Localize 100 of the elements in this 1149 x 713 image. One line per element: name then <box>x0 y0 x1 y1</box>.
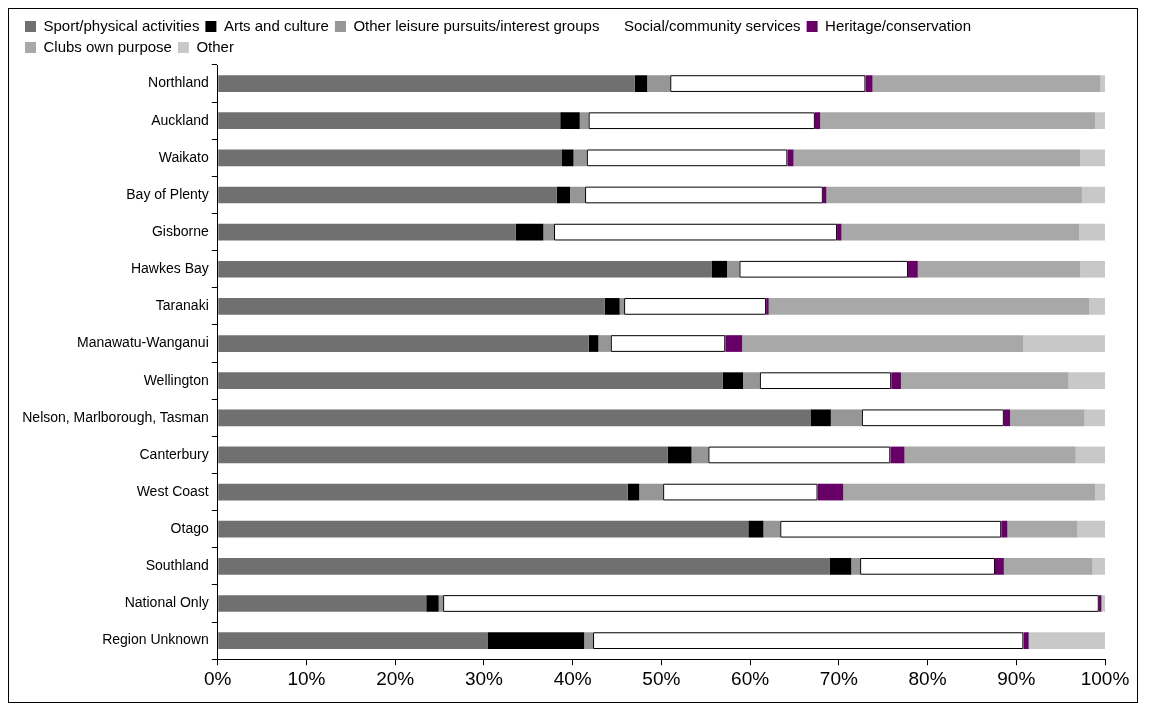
y-tick-label: West Coast <box>136 482 209 499</box>
x-tick-label: 20% <box>376 667 415 689</box>
bar <box>829 558 852 575</box>
bar <box>218 446 668 464</box>
legend-label: Other <box>196 37 234 55</box>
bar <box>711 260 728 278</box>
bar <box>1080 260 1105 278</box>
bar <box>573 149 587 167</box>
bar <box>1095 483 1105 501</box>
bar <box>647 75 671 92</box>
x-tick-label: 0% <box>204 667 232 689</box>
bar <box>891 372 901 390</box>
legend-label: Heritage/conservation <box>825 16 972 34</box>
bar <box>900 372 1069 390</box>
bar <box>639 483 664 501</box>
bar <box>843 483 1096 501</box>
bar <box>218 223 516 241</box>
bar <box>851 558 861 575</box>
x-tick-label: 80% <box>908 667 947 689</box>
y-tick-label: Hawkes Bay <box>130 260 209 277</box>
bar <box>634 75 648 92</box>
bar <box>218 335 589 352</box>
y-tick-label: Otago <box>170 520 209 537</box>
bar <box>841 223 1080 241</box>
y-tick-label: Canterbury <box>139 445 209 462</box>
y-tick-label: Auckland <box>151 111 209 128</box>
bar <box>438 595 444 612</box>
bar <box>218 409 811 427</box>
y-tick-label: Northland <box>148 74 209 91</box>
bar <box>1092 558 1105 575</box>
y-tick-label: Southland <box>145 557 209 574</box>
bar <box>830 409 862 427</box>
bar <box>768 298 1090 315</box>
bar <box>218 595 427 612</box>
bar <box>748 520 764 538</box>
bar <box>766 298 769 315</box>
x-tick-label: 50% <box>642 667 681 689</box>
x-tick-label: 30% <box>464 667 504 689</box>
legend-label: Clubs own purpose <box>43 37 172 55</box>
bar <box>742 335 1024 352</box>
bar <box>1100 75 1105 92</box>
bar <box>814 112 821 130</box>
bar <box>584 632 594 649</box>
text: Social/community services <box>623 16 801 34</box>
bar <box>588 335 599 352</box>
y-tick-label: Bay of Plenty <box>126 185 209 202</box>
bar <box>793 149 1081 167</box>
bar <box>722 372 744 390</box>
bar <box>598 335 611 352</box>
bar <box>1001 520 1008 538</box>
bar <box>691 446 709 464</box>
bar <box>218 260 712 278</box>
bar <box>426 595 439 612</box>
y-tick-label: Waikato <box>158 148 209 165</box>
bar <box>543 223 555 241</box>
bar <box>619 298 625 315</box>
bar <box>725 335 743 352</box>
bar <box>556 186 570 204</box>
bar <box>1079 223 1105 241</box>
y-tick-label: Gisborne <box>151 222 209 239</box>
bar <box>627 483 640 501</box>
x-tick-label: 70% <box>819 667 858 689</box>
x-tick-label: 60% <box>731 667 770 689</box>
bar <box>515 223 544 241</box>
y-tick-label: Region Unknown <box>102 631 209 648</box>
bar <box>1075 446 1105 464</box>
bar <box>569 186 586 204</box>
bar <box>763 520 781 538</box>
bar <box>917 260 1081 278</box>
x-tick-label: 40% <box>553 667 592 689</box>
legend-label: Sport/physical activities <box>43 16 200 34</box>
bar <box>218 632 488 649</box>
x-tick-label: 90% <box>997 667 1036 689</box>
bar <box>218 372 723 390</box>
bar <box>826 186 1082 204</box>
bar <box>904 446 1076 464</box>
bar <box>1068 372 1105 390</box>
bar <box>667 446 692 464</box>
bar <box>908 260 918 278</box>
y-tick-label: Taranaki <box>155 297 209 314</box>
bar <box>743 372 760 390</box>
bar <box>1077 520 1105 538</box>
bar <box>218 75 635 92</box>
y-tick-label: Manawatu-Wanganui <box>76 334 209 351</box>
bar <box>218 483 628 501</box>
bar <box>1089 298 1105 315</box>
bar <box>890 446 905 464</box>
bar <box>1080 149 1105 167</box>
y-tick-label: Wellington <box>143 371 209 388</box>
bar <box>820 112 1096 130</box>
bar <box>218 520 749 538</box>
bar <box>1084 409 1105 427</box>
bar <box>218 298 605 315</box>
bar <box>218 186 557 204</box>
y-tick-label: Nelson, Marlborough, Tasman <box>22 408 209 425</box>
bar <box>1007 520 1078 538</box>
bar <box>994 558 1004 575</box>
bar <box>562 149 574 167</box>
bar <box>1095 112 1105 130</box>
bar <box>1003 558 1093 575</box>
